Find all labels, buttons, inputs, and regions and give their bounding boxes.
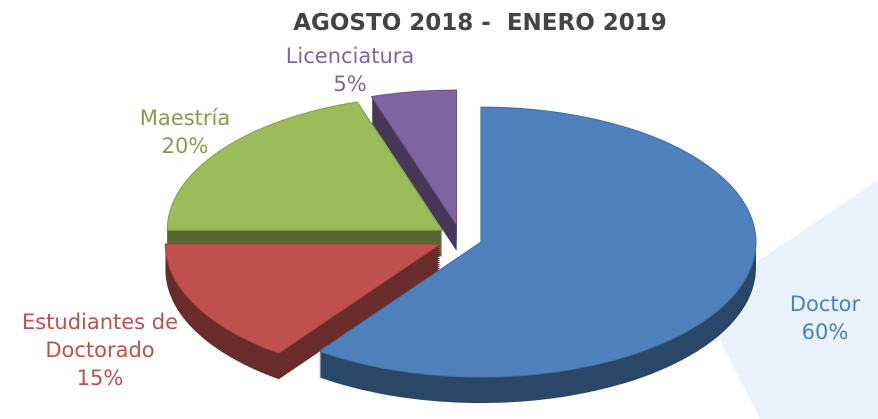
data-label: Licenciatura 5% [270,42,430,98]
category-label: Maestría [139,106,231,130]
slice [370,89,458,227]
background-streak [700,180,878,419]
chart-title: AGOSTO 2018 - ENERO 2019 [293,10,667,36]
value-label: 20% [161,134,209,158]
value-label: 60% [801,320,849,344]
data-label: Estudiantes de Doctorado 15% [0,308,200,392]
value-label: 5% [333,72,367,96]
slice [164,243,443,354]
slice [166,101,444,231]
category-label: Estudiantes de Doctorado [21,310,179,362]
slice [318,106,757,378]
data-label: Doctor 60% [770,290,878,346]
data-label: Maestría 20% [130,104,240,160]
category-label: Doctor [789,292,861,316]
category-label: Licenciatura [285,44,415,68]
value-label: 15% [76,366,124,390]
